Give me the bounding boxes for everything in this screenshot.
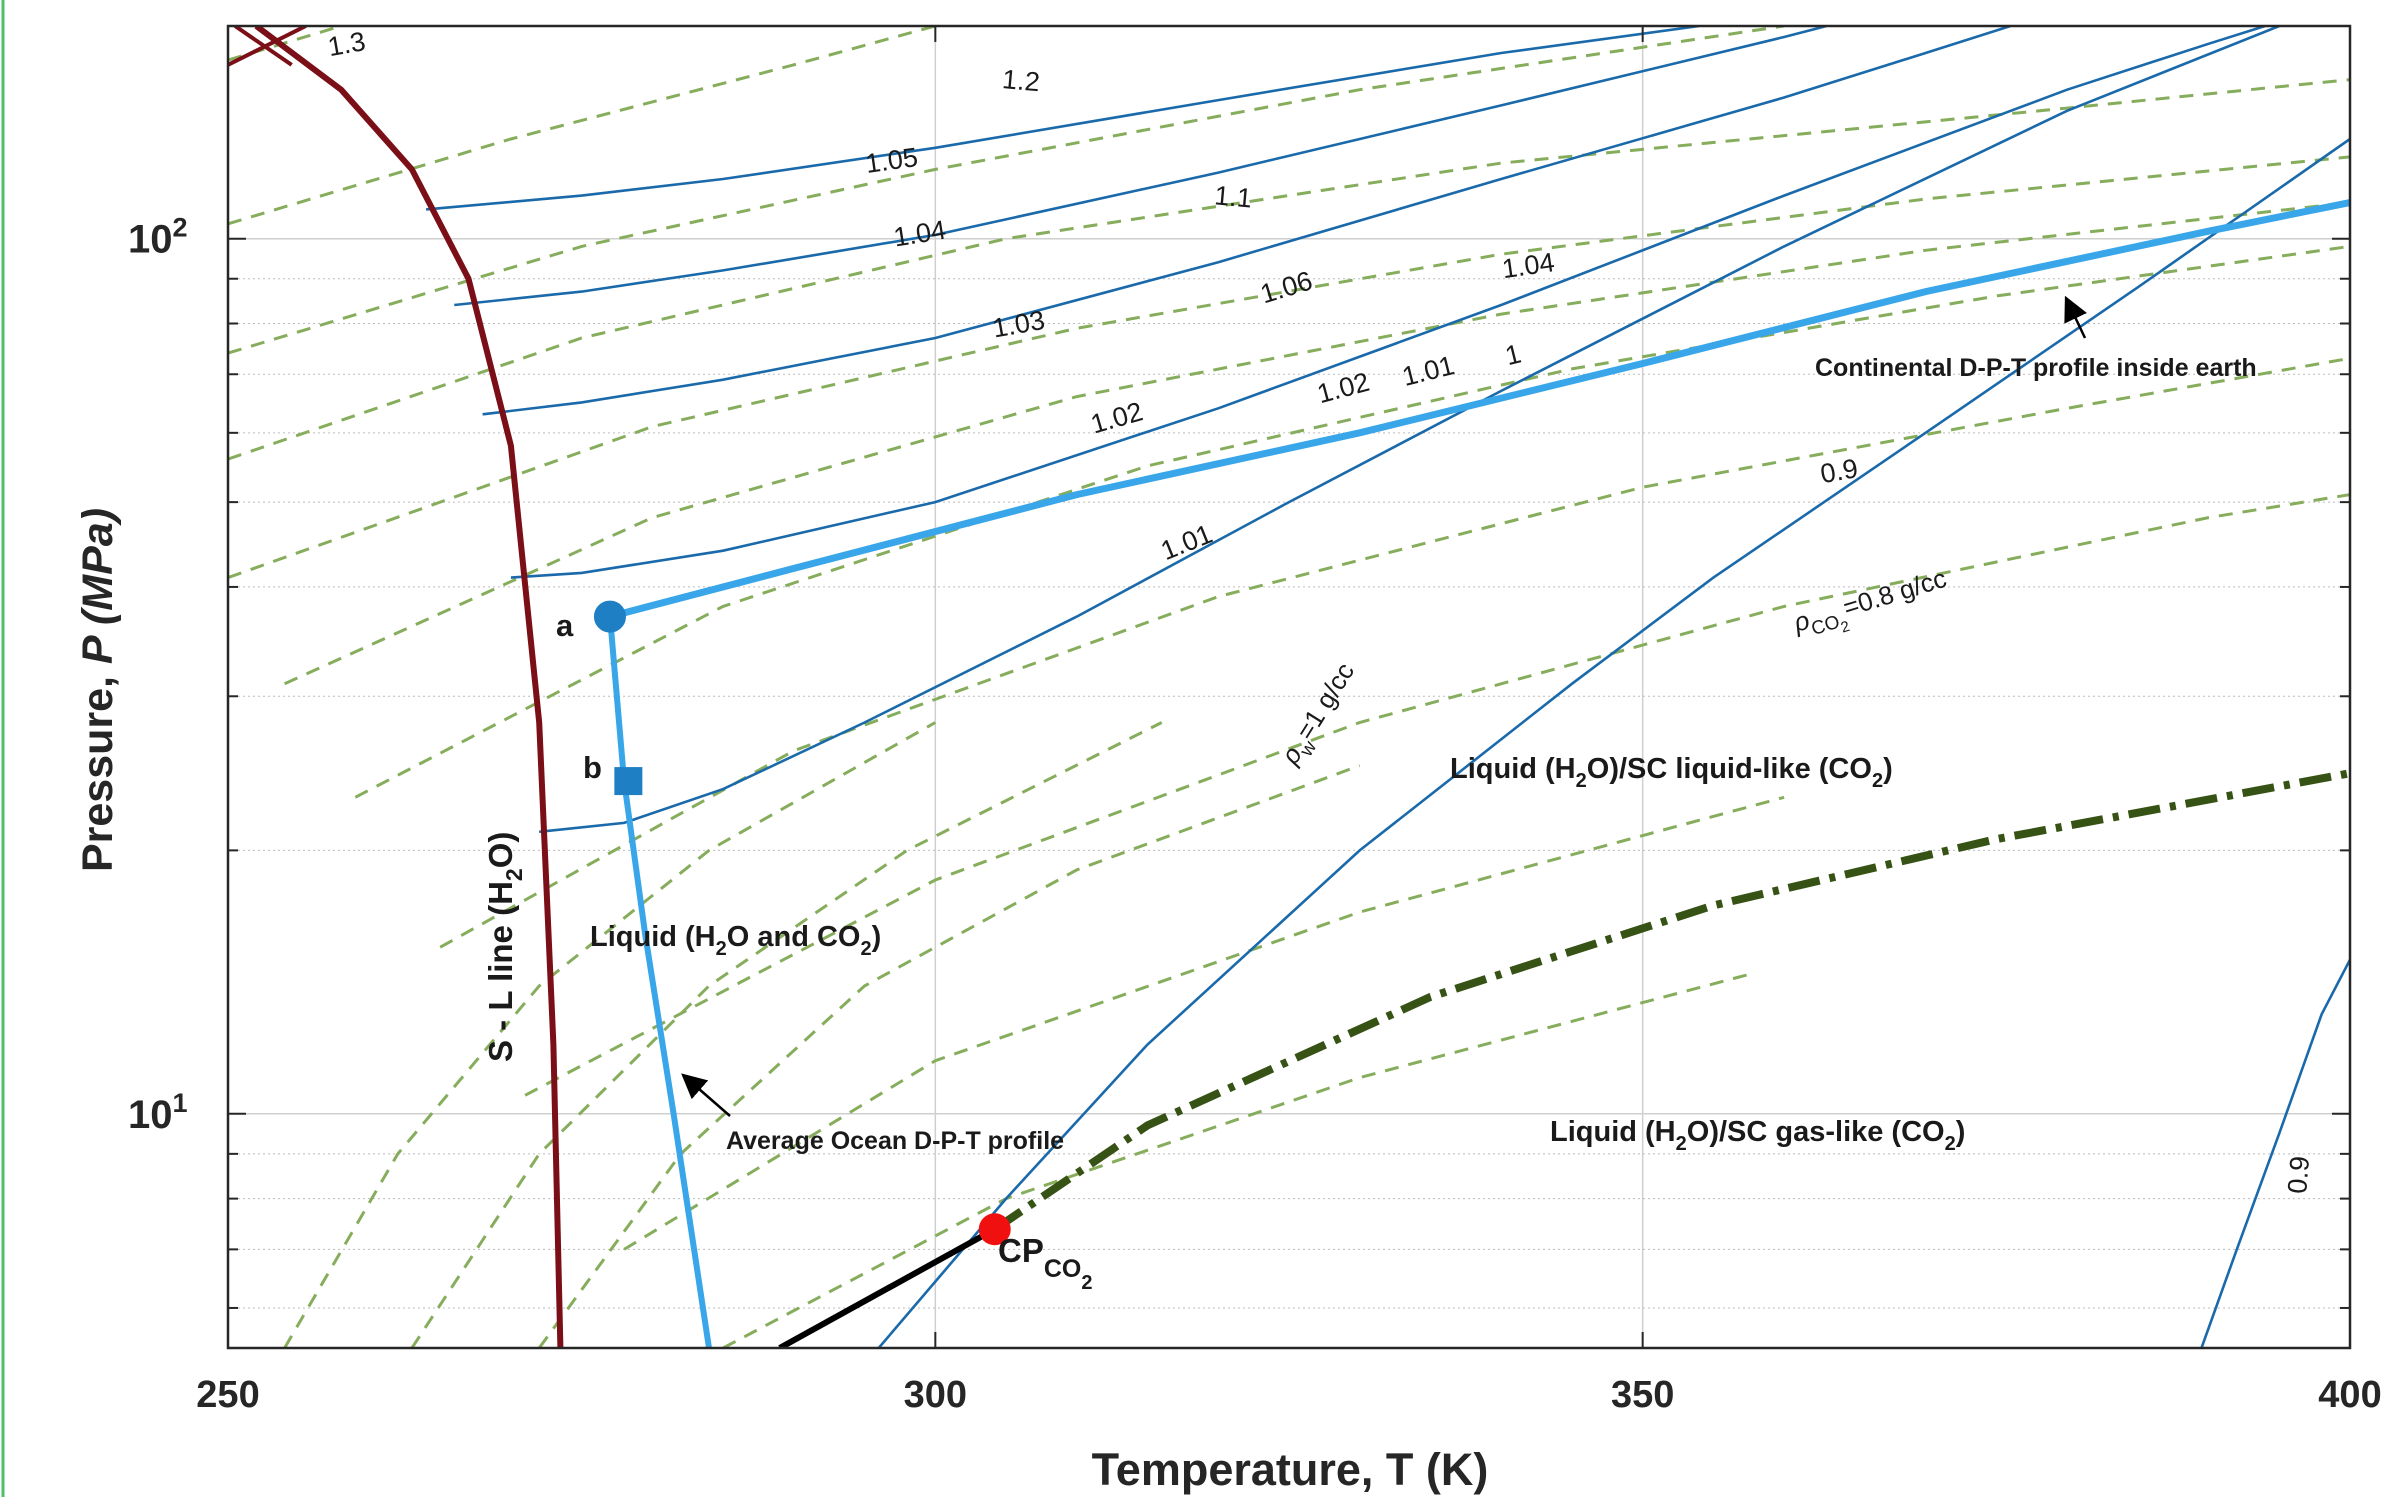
grid bbox=[228, 26, 2350, 1348]
contour-labels: 1.051.041.031.021.011.040.91.31.21.11.06… bbox=[326, 26, 2316, 1195]
point-a-marker bbox=[593, 600, 626, 633]
sl-line-cross bbox=[228, 26, 307, 67]
water-contour bbox=[482, 26, 2011, 416]
co2-contour bbox=[228, 26, 1785, 355]
water-contour bbox=[2200, 959, 2350, 1348]
contour-label: 0.9 bbox=[1818, 453, 1860, 489]
contour-label: 1.01 bbox=[1399, 350, 1457, 392]
x-axis-title: Temperature, T (K) bbox=[1092, 1444, 1489, 1495]
contour-label: 1.3 bbox=[326, 26, 368, 62]
co2-contour bbox=[228, 26, 936, 226]
co2-contour bbox=[537, 764, 1361, 1348]
co2-critical-extension bbox=[992, 769, 2350, 1233]
water-contour bbox=[539, 26, 2280, 834]
x-tick-label: 300 bbox=[904, 1374, 967, 1416]
contour-label: 1.04 bbox=[1500, 247, 1556, 284]
co2-contour bbox=[722, 971, 1757, 1348]
sl-line bbox=[254, 26, 564, 1348]
contour-label: 1.02 bbox=[1314, 367, 1373, 410]
y-tick-label: 101 bbox=[128, 1088, 188, 1137]
ocean-profile bbox=[607, 616, 712, 1348]
data-points bbox=[593, 600, 1011, 1246]
ocean-label: Average Ocean D-P-T profile bbox=[726, 1127, 1064, 1155]
co2-contour bbox=[283, 201, 2350, 686]
water-contour bbox=[454, 26, 1827, 307]
co2-contour bbox=[228, 78, 2350, 461]
co2-contour bbox=[228, 26, 342, 62]
co2-contour bbox=[524, 493, 2350, 1097]
sl-line-label: S - L line (H2O) bbox=[482, 832, 527, 1062]
ocean-arrow bbox=[681, 1073, 731, 1117]
point-b-label: b bbox=[583, 750, 602, 785]
contour-label: 1.02 bbox=[1087, 396, 1146, 439]
x-tick-label: 350 bbox=[1611, 1374, 1674, 1416]
phase-curves bbox=[228, 26, 2350, 1348]
co2-contour bbox=[623, 795, 1785, 1251]
water-contour bbox=[877, 137, 2350, 1348]
rho-co2-label: ρCO2=0.8 g/cc bbox=[1789, 563, 1953, 650]
contour-label: 1.06 bbox=[1257, 265, 1316, 309]
critical-point-label: CPCO2 bbox=[998, 1232, 1092, 1294]
co2-contour bbox=[354, 244, 2350, 799]
co2-contour bbox=[410, 721, 1163, 1348]
continental-arrow bbox=[2064, 295, 2087, 339]
region-gas-like: Liquid (H2O)/SC gas-like (CO2) bbox=[1550, 1116, 1965, 1155]
axis-ticks: 250 300 350 400 101 102 bbox=[128, 26, 2382, 1416]
water-contour bbox=[510, 26, 2266, 579]
critical-point-marker bbox=[978, 1213, 1011, 1246]
contour-label: 1.2 bbox=[1001, 64, 1041, 97]
co2-density-contours bbox=[228, 26, 2350, 1348]
y-tick-label: 102 bbox=[128, 213, 188, 262]
water-contour bbox=[425, 26, 1700, 211]
co2-boiling-line bbox=[778, 1226, 997, 1348]
region-liquid: Liquid (H2O and CO2) bbox=[590, 921, 881, 960]
point-a-label: a bbox=[556, 608, 574, 643]
contour-label: 1.1 bbox=[1213, 180, 1253, 213]
rho-w-label: ρw=1 g/cc bbox=[1274, 657, 1366, 773]
contour-label: 1.01 bbox=[1157, 519, 1217, 567]
x-tick-label: 250 bbox=[196, 1374, 259, 1416]
contour-label: 1 bbox=[1502, 338, 1524, 371]
continental-label: Continental D-P-T profile inside earth bbox=[1815, 354, 2257, 382]
region-liquid-like: Liquid (H2O)/SC liquid-like (CO2) bbox=[1450, 753, 1893, 792]
contour-label: 1.04 bbox=[891, 215, 948, 253]
x-tick-label: 400 bbox=[2318, 1374, 2381, 1416]
continental-profile bbox=[609, 199, 2350, 620]
co2-contour bbox=[283, 721, 937, 1348]
y-axis-title: Pressure, P (MPa) bbox=[74, 508, 122, 872]
point-b-marker bbox=[614, 767, 643, 796]
contour-label: 0.9 bbox=[2282, 1155, 2315, 1195]
plot-area-border bbox=[226, 24, 2352, 1350]
contour-label: 1.05 bbox=[864, 142, 920, 179]
water-density-contours bbox=[425, 26, 2350, 1348]
